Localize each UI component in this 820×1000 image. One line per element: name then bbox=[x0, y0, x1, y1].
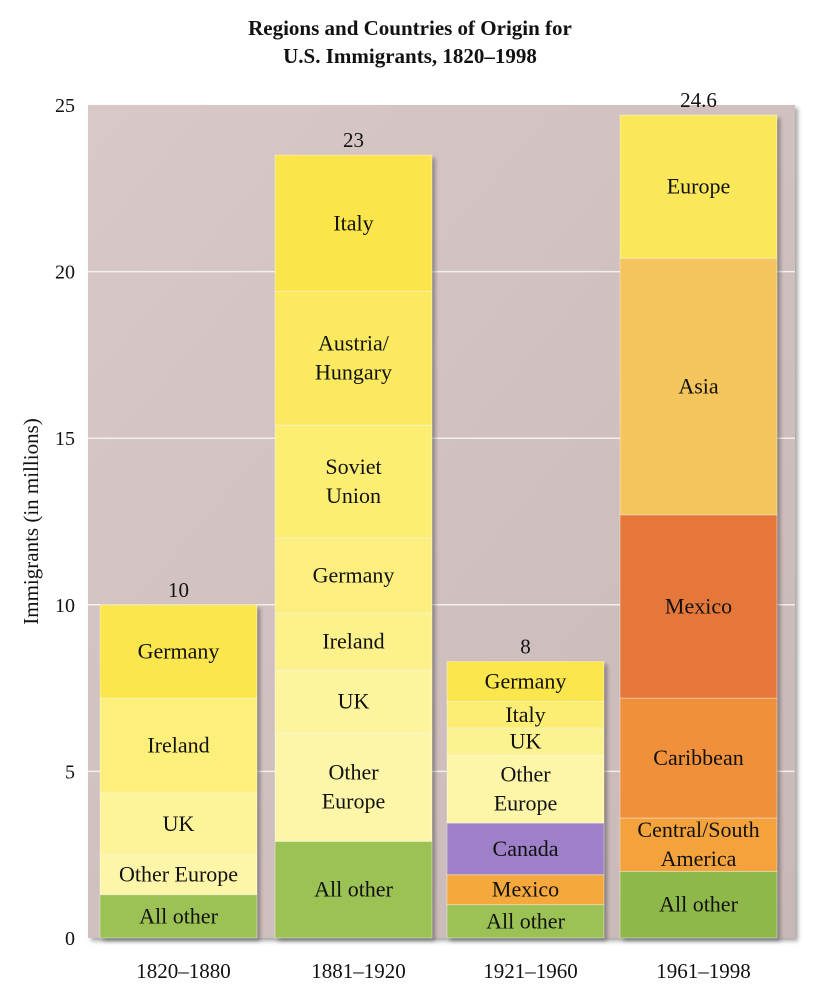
segment-label: All other bbox=[139, 903, 218, 928]
segment-label: Other Europe bbox=[494, 761, 558, 815]
bar-segment bbox=[99, 697, 258, 794]
chart-title: Regions and Countries of Origin for U.S. … bbox=[248, 16, 572, 68]
segment-label: UK bbox=[338, 688, 370, 713]
bar-segment bbox=[446, 822, 605, 876]
y-axis-label: Immigrants (in millions) bbox=[19, 418, 43, 624]
segment-label: Europe bbox=[667, 174, 731, 199]
bar-segment bbox=[274, 154, 433, 292]
bar-segment bbox=[274, 732, 433, 842]
segment-label: Other Europe bbox=[119, 862, 238, 887]
x-tick-label: 1961–1998 bbox=[656, 959, 751, 983]
segment-label: Germany bbox=[313, 563, 395, 588]
bar-segment bbox=[619, 697, 778, 819]
total-label: 8 bbox=[520, 634, 531, 658]
bar-segment bbox=[274, 612, 433, 671]
segment-label: Ireland bbox=[322, 628, 384, 653]
bar-segment bbox=[446, 661, 605, 702]
segment-label: Canada bbox=[493, 836, 559, 861]
bar-segment bbox=[446, 904, 605, 939]
bar-segment bbox=[446, 754, 605, 824]
segment-label: Asia bbox=[678, 374, 719, 399]
bar-segment bbox=[619, 257, 778, 516]
segment-label: Germany bbox=[138, 638, 220, 663]
total-label: 24.6 bbox=[680, 88, 717, 112]
x-tick-label: 1921–1960 bbox=[483, 959, 578, 983]
bar-segment bbox=[619, 870, 778, 939]
segment-label: Austria/Hungary bbox=[315, 331, 392, 385]
segment-label: Italy bbox=[333, 210, 373, 235]
bar-segment bbox=[446, 874, 605, 906]
y-tick-label: 5 bbox=[65, 761, 75, 783]
segment-label: Italy bbox=[505, 702, 545, 727]
y-tick-label: 15 bbox=[55, 428, 75, 450]
bar-segment bbox=[99, 894, 258, 939]
y-tick-label: 0 bbox=[65, 928, 75, 950]
bar-segment bbox=[274, 537, 433, 614]
segment-label: Soviet Union bbox=[325, 454, 381, 508]
segment-label: UK bbox=[163, 811, 195, 836]
y-tick-label: 25 bbox=[55, 95, 75, 117]
segment-label: Germany bbox=[485, 668, 567, 693]
segment-label: All other bbox=[486, 908, 565, 933]
y-tick-label: 10 bbox=[55, 595, 75, 617]
total-label: 10 bbox=[168, 578, 189, 602]
segment-label: UK bbox=[510, 728, 542, 753]
segment-label: Other Europe bbox=[322, 760, 386, 814]
bar-segment bbox=[99, 604, 258, 699]
segment-label: Mexico bbox=[492, 877, 559, 902]
bar-segment bbox=[274, 291, 433, 426]
bar-segment bbox=[99, 854, 258, 896]
bar-segment bbox=[446, 701, 605, 729]
segment-label: Mexico bbox=[665, 593, 732, 618]
bar-segment bbox=[274, 669, 433, 734]
bar-segment bbox=[619, 114, 778, 259]
segment-label: Ireland bbox=[147, 733, 209, 758]
bar-segment bbox=[446, 727, 605, 756]
bar-segment bbox=[99, 792, 258, 856]
bar-segment bbox=[274, 840, 433, 939]
bar-1820–1880: All other Other Europe UK Ireland Germany 10 bbox=[99, 578, 258, 939]
segment-label: All other bbox=[659, 892, 738, 917]
x-tick-label: 1881–1920 bbox=[311, 959, 406, 983]
total-label: 23 bbox=[343, 128, 364, 152]
segment-label: Caribbean bbox=[653, 745, 743, 770]
segment-label: Central/South America bbox=[637, 817, 759, 871]
bar-segment bbox=[274, 424, 433, 539]
segment-label: All other bbox=[314, 877, 393, 902]
x-tick-label: 1820–1880 bbox=[136, 959, 231, 983]
bar-segment bbox=[619, 817, 778, 872]
bar-1961–1998: All other Central/South America Caribbean Me… bbox=[619, 88, 778, 939]
bar-1881–1920: All other Other Europe UK Ireland Germany Sovi… bbox=[274, 128, 433, 939]
bar-segment bbox=[619, 514, 778, 699]
y-tick-label: 20 bbox=[55, 262, 75, 284]
